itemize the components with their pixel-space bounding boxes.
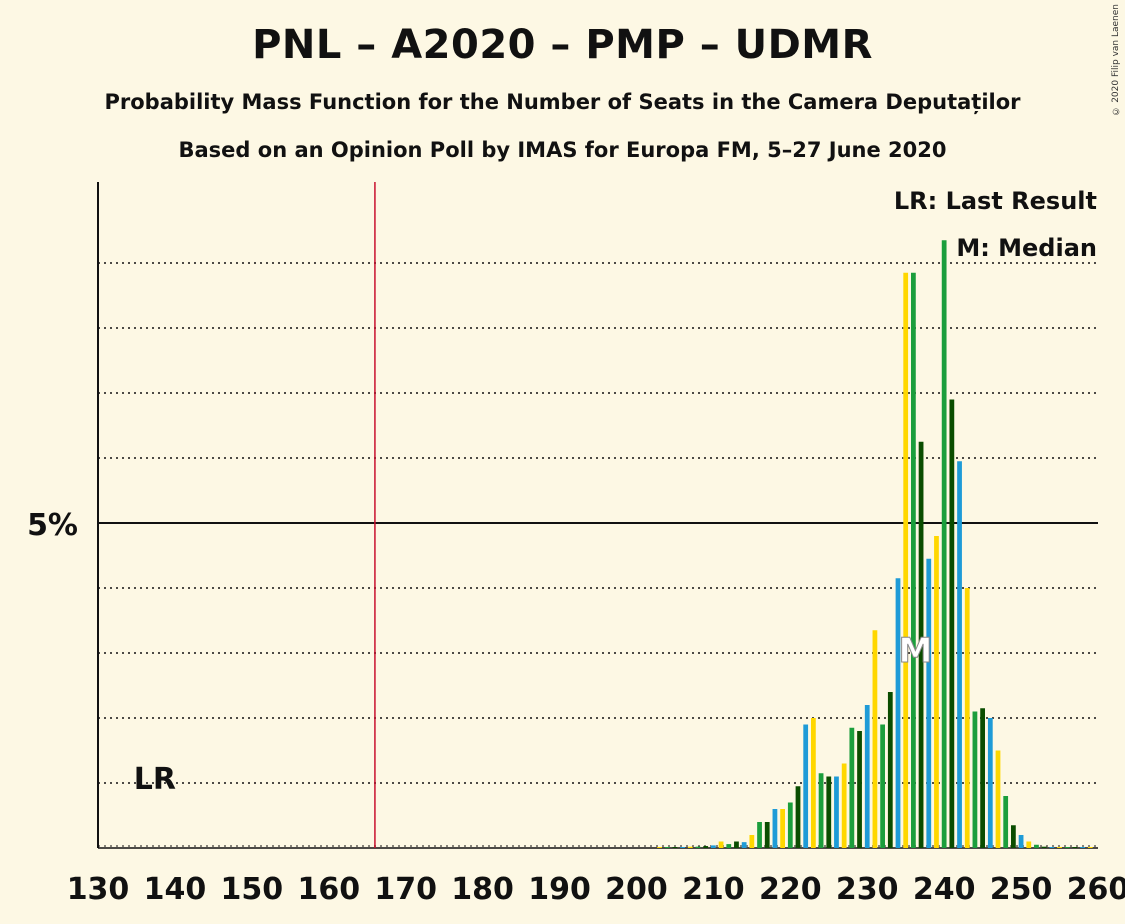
bar-214	[741, 842, 747, 848]
bar-210	[711, 845, 716, 848]
chart-source: Based on an Opinion Poll by IMAS for Eur…	[178, 138, 947, 162]
bar-250	[1018, 835, 1024, 848]
bar-252	[1034, 844, 1039, 848]
x-tick-label: 220	[759, 872, 822, 907]
bar-241	[949, 399, 955, 848]
legend-median: M: Median	[956, 234, 1097, 262]
bar-218	[772, 809, 778, 848]
bar-234	[895, 578, 901, 848]
bar-249	[1011, 825, 1016, 848]
bar-221	[795, 786, 801, 848]
bar-217	[764, 822, 770, 848]
bar-220	[787, 802, 793, 848]
gridlines	[98, 262, 1098, 847]
bars	[657, 240, 1093, 848]
bar-233	[887, 692, 893, 848]
bar-259	[1087, 847, 1093, 848]
bar-244	[972, 711, 978, 848]
x-tick-labels: 130 140 150 160 170 180 190 200 210 220 230 240 250 2…	[67, 872, 1125, 907]
bar-240	[941, 240, 947, 848]
x-tick-label: 150	[221, 872, 284, 907]
bar-225	[826, 776, 832, 848]
bar-206	[680, 847, 685, 848]
bar-243	[964, 588, 970, 848]
chart-subtitle: Probability Mass Function for the Number…	[104, 90, 1021, 114]
bar-254	[1049, 847, 1055, 848]
x-tick-label: 230	[836, 872, 899, 907]
x-tick-label: 260	[1067, 872, 1125, 907]
bar-258	[1080, 847, 1085, 848]
bar-231	[872, 630, 878, 848]
bar-205	[672, 847, 678, 848]
last-result-label: LR	[134, 762, 176, 797]
chart-title: PNL – A2020 – PMP – UDMR	[252, 22, 873, 68]
bar-219	[780, 809, 785, 848]
bar-242	[957, 461, 962, 848]
bar-227	[841, 763, 847, 848]
bar-212	[726, 844, 732, 848]
bar-207	[687, 846, 693, 848]
bar-226	[834, 776, 839, 848]
bar-236	[911, 272, 916, 848]
bar-251	[1026, 841, 1032, 848]
legend-last-result: LR: Last Result	[894, 187, 1097, 215]
bar-213	[734, 841, 739, 848]
x-tick-label: 200	[605, 872, 668, 907]
bar-204	[664, 847, 670, 848]
bar-239	[934, 536, 939, 848]
bar-255	[1057, 847, 1062, 848]
bar-209	[703, 846, 709, 848]
bar-232	[880, 724, 885, 848]
bar-203	[657, 847, 662, 848]
bar-235	[903, 272, 909, 848]
bar-238	[926, 558, 932, 848]
bar-222	[803, 724, 809, 848]
bar-228	[849, 727, 855, 848]
bar-223	[811, 718, 816, 848]
bar-245	[980, 708, 985, 848]
y-tick-label: 5%	[27, 508, 78, 543]
bar-229	[857, 731, 862, 848]
x-tick-label: 160	[297, 872, 360, 907]
x-tick-label: 140	[144, 872, 207, 907]
x-tick-label: 170	[374, 872, 437, 907]
bar-246	[987, 718, 993, 848]
bar-216	[757, 822, 762, 848]
bar-215	[749, 835, 755, 848]
x-tick-label: 180	[451, 872, 514, 907]
bar-248	[1003, 796, 1009, 848]
bar-257	[1072, 847, 1078, 848]
bar-211	[718, 841, 724, 848]
bar-208	[695, 846, 701, 848]
bar-247	[995, 750, 1001, 848]
bar-253	[1041, 846, 1047, 848]
bar-224	[818, 773, 824, 848]
x-tick-label: 190	[528, 872, 591, 907]
bar-256	[1064, 847, 1070, 848]
x-tick-label: 130	[67, 872, 130, 907]
bar-237	[918, 441, 924, 848]
x-tick-label: 240	[913, 872, 976, 907]
bar-230	[864, 705, 870, 848]
median-marker: M	[898, 631, 932, 671]
x-tick-label: 250	[990, 872, 1053, 907]
x-tick-label: 210	[682, 872, 745, 907]
